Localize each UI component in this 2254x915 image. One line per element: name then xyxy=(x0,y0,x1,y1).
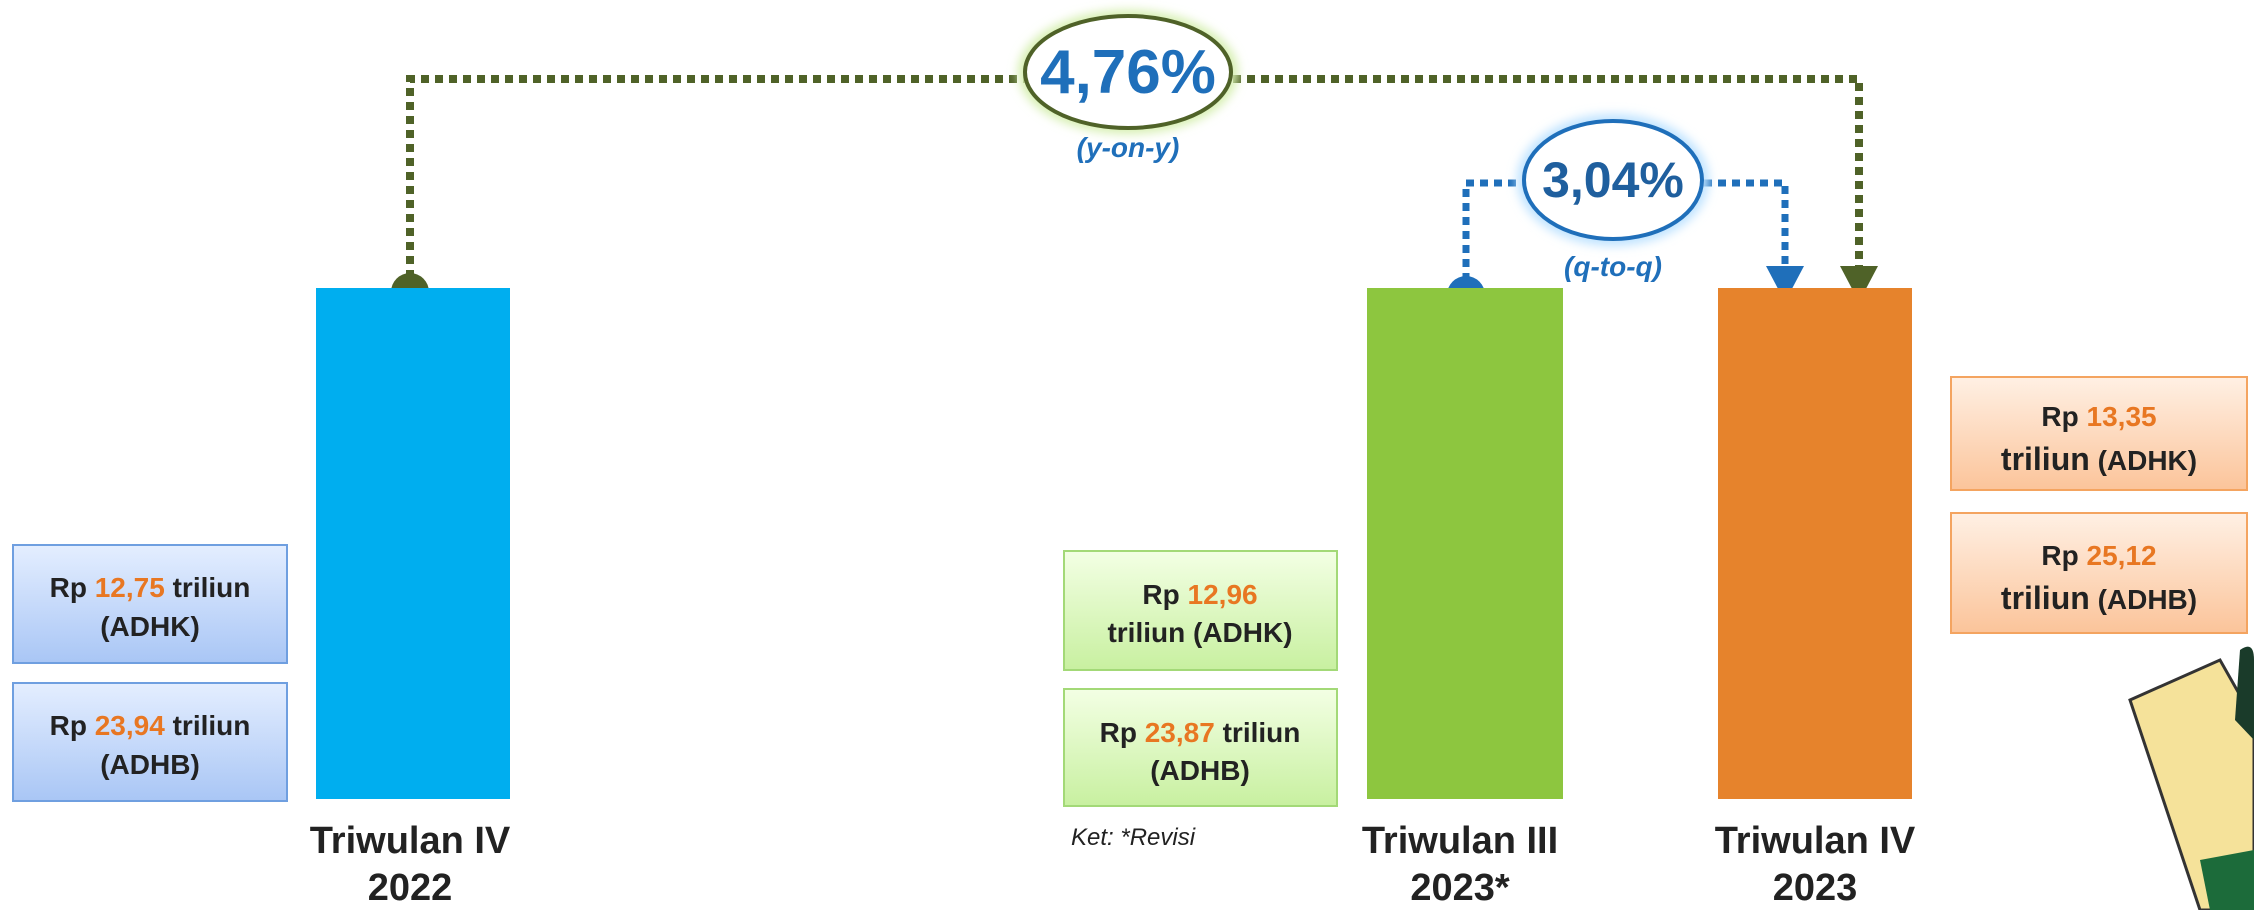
unit: triliun xyxy=(2001,441,2090,477)
period-label: 2022 xyxy=(368,867,453,909)
value-line: triliun (ADHB) xyxy=(2001,580,2197,616)
qtq-label: (q-to-q) xyxy=(1564,251,1662,282)
yoy-value: 4,76% xyxy=(1040,38,1216,107)
note: Ket: *Revisi xyxy=(1071,824,1196,851)
period-label: 2023 xyxy=(1773,867,1858,909)
value-box xyxy=(1064,551,1337,670)
amount: 12,96 xyxy=(1188,579,1258,610)
prefix: Rp xyxy=(1100,717,1137,748)
basis: (ADHK) xyxy=(2098,445,2198,476)
prefix: Rp xyxy=(50,710,87,741)
period-label: Triwulan IV xyxy=(1715,820,1916,862)
amount: 13,35 xyxy=(2087,401,2157,432)
value-line: triliun (ADHK) xyxy=(1107,617,1292,648)
yoy-label: (y-on-y) xyxy=(1077,132,1180,163)
amount: 23,87 xyxy=(1145,717,1215,748)
period-label: Triwulan IV xyxy=(310,820,511,862)
value-line: Rp 23,87 triliun xyxy=(1100,717,1301,748)
prefix: Rp xyxy=(2041,540,2078,571)
value-box xyxy=(13,545,287,663)
value-line: Rp 13,35 xyxy=(2041,401,2156,432)
prefix: Rp xyxy=(2041,401,2078,432)
basis: (ADHB) xyxy=(1150,755,1250,786)
value-line: Rp 12,75 triliun xyxy=(50,572,251,603)
amount: 23,94 xyxy=(95,710,165,741)
unit: triliun xyxy=(2001,580,2090,616)
unit: triliun xyxy=(1223,717,1301,748)
body: 4,76% (y-on-y) 3,04% (q-to-q) Triwulan I… xyxy=(0,0,2254,910)
unit: triliun xyxy=(1107,617,1185,648)
bar xyxy=(316,288,510,799)
qtq-value: 3,04% xyxy=(1542,152,1684,208)
basis: (ADHK) xyxy=(100,611,200,642)
infographic: 4,76% (y-on-y) 3,04% (q-to-q) Triwulan I… xyxy=(0,0,2254,910)
period-label: Triwulan III xyxy=(1362,820,1558,862)
bar xyxy=(1718,288,1912,799)
value-line: Rp 23,94 triliun xyxy=(50,710,251,741)
value-line: Rp 12,96 xyxy=(1142,579,1257,610)
amount: 25,12 xyxy=(2087,540,2157,571)
page: PDRB Triwulan IV 2023 {"growth_yoy": {"v… xyxy=(0,0,2254,910)
basis: (ADHB) xyxy=(2098,584,2198,615)
bar xyxy=(1367,288,1563,799)
value-box xyxy=(13,683,287,801)
unit: triliun xyxy=(173,572,251,603)
value-box xyxy=(1951,513,2247,633)
prefix: Rp xyxy=(50,572,87,603)
value-line: Rp 25,12 xyxy=(2041,540,2156,571)
basis: (ADHK) xyxy=(1193,617,1293,648)
unit: triliun xyxy=(173,710,251,741)
period-label: 2023* xyxy=(1410,867,1510,909)
value-line: triliun (ADHK) xyxy=(2001,441,2197,477)
amount: 12,75 xyxy=(95,572,165,603)
basis: (ADHB) xyxy=(100,749,200,780)
prefix: Rp xyxy=(1142,579,1179,610)
